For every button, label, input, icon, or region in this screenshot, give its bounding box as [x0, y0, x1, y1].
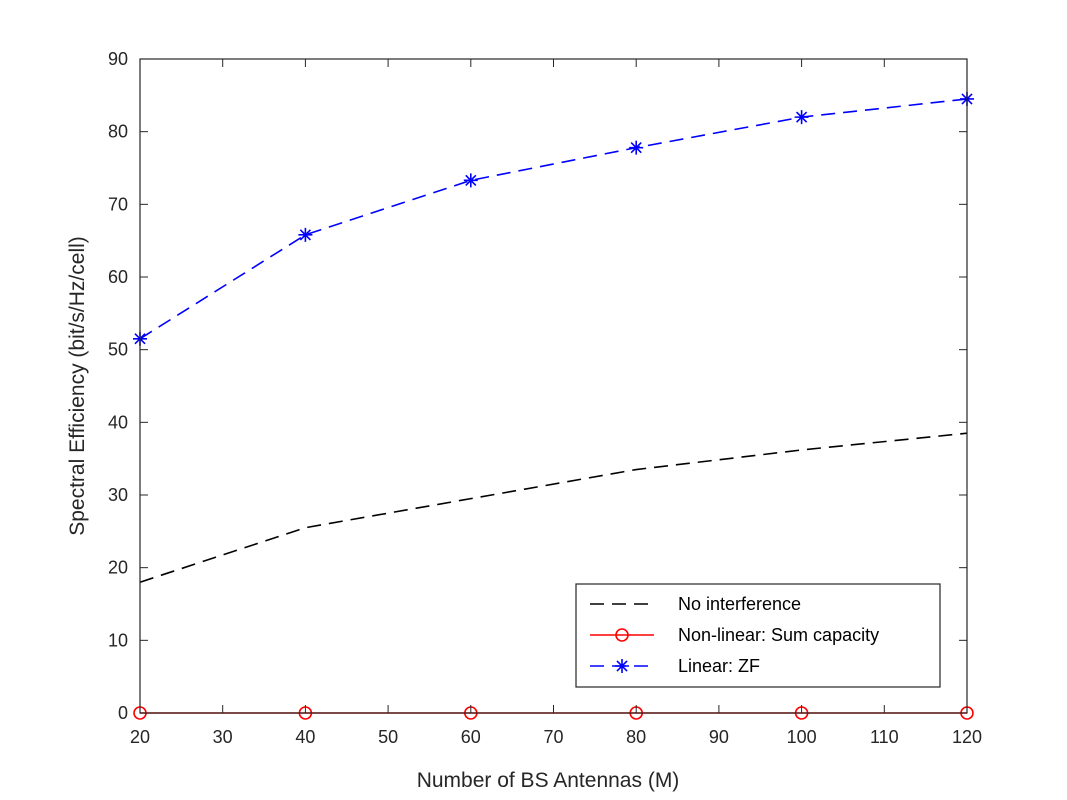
x-tick-label-7: 90 — [709, 727, 729, 747]
x-tick-label-10: 120 — [952, 727, 982, 747]
legend: No interference Non-linear: Sum capacity L… — [575, 583, 941, 688]
x-tick-label-5: 70 — [543, 727, 563, 747]
series-line-2 — [139, 98, 968, 340]
legend-label-0: No interference — [678, 594, 801, 614]
x-tick-label-6: 80 — [626, 727, 646, 747]
x-tick-label-3: 50 — [378, 727, 398, 747]
data-point-2-4 — [794, 110, 809, 125]
legend-label-1: Non-linear: Sum capacity — [678, 625, 879, 645]
data-point-2-3 — [629, 140, 644, 155]
data-point-2-1 — [298, 227, 313, 242]
y-tick-label-0: 0 — [118, 703, 128, 723]
y-tick-label-2: 20 — [108, 558, 128, 578]
data-point-2-2 — [463, 173, 478, 188]
y-axis-title: Spectral Efficiency (bit/s/Hz/cell) — [66, 236, 89, 536]
y-tick-label-5: 50 — [108, 340, 128, 360]
x-tick-label-8: 100 — [787, 727, 817, 747]
x-tick-label-1: 30 — [213, 727, 233, 747]
y-tick-label-7: 70 — [108, 194, 128, 214]
axis-layer: 20 30 40 50 60 70 80 90 100 110 120 0 10 20 30 40 50 60 70… — [108, 49, 982, 747]
y-tick-label-4: 40 — [108, 412, 128, 432]
legend-label-2: Linear: ZF — [678, 656, 760, 676]
y-tick-label-8: 80 — [108, 122, 128, 142]
series-line-0 — [139, 432, 968, 583]
legend-marker-2 — [615, 659, 629, 673]
x-axis-title: Number of BS Antennas (M) — [417, 769, 680, 792]
x-tick-label-9: 110 — [870, 727, 899, 747]
legend-marker-1 — [615, 628, 629, 642]
y-tick-label-3: 30 — [108, 485, 128, 505]
x-tick-label-0: 20 — [130, 727, 150, 747]
x-tick-label-4: 60 — [461, 727, 481, 747]
y-tick-label-9: 90 — [108, 49, 128, 69]
y-tick-label-6: 60 — [108, 267, 128, 287]
y-tick-label-1: 10 — [108, 630, 128, 650]
x-tick-label-2: 40 — [295, 727, 315, 747]
